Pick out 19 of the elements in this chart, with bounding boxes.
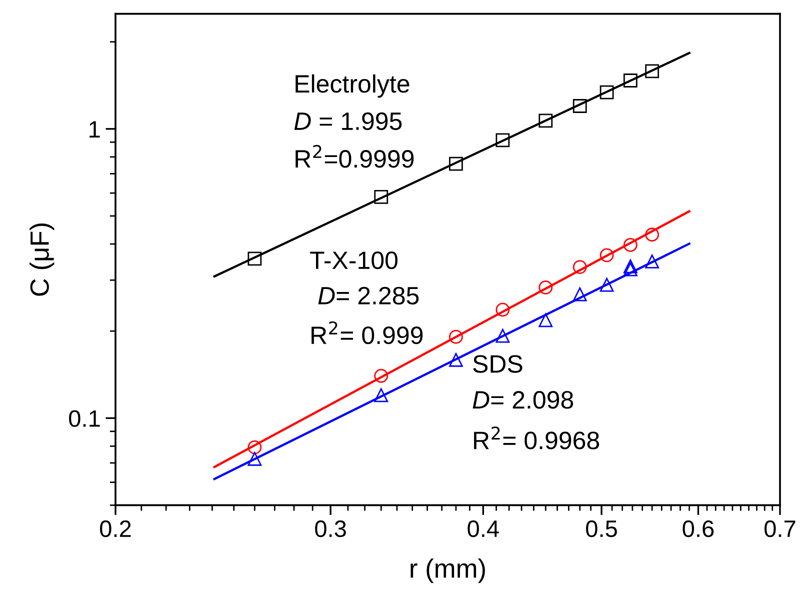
annotation: D= 2.098 <box>472 391 574 409</box>
x-tick-label: 0.2 <box>100 520 131 538</box>
x-tick-label: 0.6 <box>682 520 714 538</box>
x-tick-label: 0.3 <box>315 520 346 538</box>
annotation: D = 1.995 <box>294 112 402 130</box>
x-tick-label: 0.5 <box>586 520 617 538</box>
annotation: D= 2.285 <box>318 286 419 305</box>
y-tick-label: 1 <box>90 121 100 138</box>
x-tick-label: 0.7 <box>764 520 796 538</box>
x-tick-label: 0.4 <box>468 520 499 538</box>
annotation: T-X-100 <box>310 251 398 270</box>
annotation: R$^{2}$=0.9999 <box>296 144 414 168</box>
annotation: R$^{2}$= 0.999 <box>312 321 423 344</box>
annotation: Electrolyte <box>296 74 410 98</box>
y-axis-title: C (μF) <box>30 223 54 296</box>
x-axis-title: r (mm) <box>410 558 485 584</box>
y-tick-label: 0.1 <box>69 410 100 427</box>
annotation: R$^{2}$= 0.9968 <box>474 426 600 450</box>
annotation: SDS <box>473 355 522 373</box>
